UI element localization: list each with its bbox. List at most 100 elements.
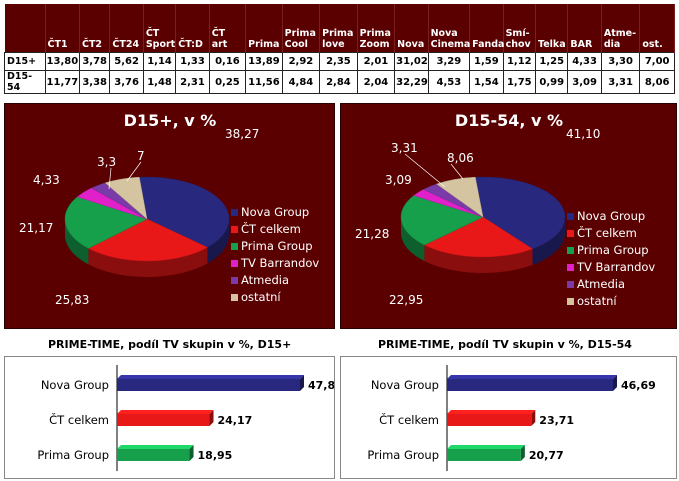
legend-label: Nova Group [577, 209, 645, 223]
table-cell: 1,12 [502, 52, 537, 71]
legend-label: ostatní [241, 290, 281, 304]
table-cell: 4,53 [427, 70, 471, 94]
table-header-line: chov [505, 39, 531, 51]
legend-label: ČT celkem [577, 225, 637, 240]
bar-category-label: Nova Group [41, 378, 109, 392]
bar-value-label: 46,69 [621, 379, 656, 392]
pie-slice [436, 176, 484, 218]
table-header-line: Nova [430, 28, 458, 40]
table-cell: 3,30 [600, 52, 641, 71]
pie-slice [87, 218, 208, 262]
table-cell: 11,77 [44, 70, 80, 94]
table-header-cell: Nova [394, 4, 429, 53]
bar [447, 379, 613, 391]
table-header-line: Smí- [505, 28, 530, 40]
table-header-line: Cool [284, 39, 308, 51]
bar-top-face [117, 375, 304, 379]
table-header-cell: Fanda [469, 4, 505, 53]
table-header-cell: Prima love [319, 4, 358, 53]
table-header-line: ČT24 [112, 39, 140, 51]
table-header-cell: ost. [639, 4, 675, 53]
bar-chart-title-d15-54: PRIME-TIME, podíl TV skupin v %, D15-54 [378, 338, 632, 351]
table-cell: 1,75 [502, 70, 537, 94]
pie-chart-d15plus: D15+, v % 38,27 25,83 21,17 4,33 3,3 7 Nova Gro… [19, 111, 319, 307]
table-cell: 2,84 [319, 70, 358, 94]
pie-slice [423, 216, 534, 258]
legend-swatch [567, 230, 574, 237]
table-cell: 5,62 [109, 52, 144, 71]
bar-category-label: ČT celkem [49, 412, 109, 427]
legend-label: TV Barrandov [576, 260, 655, 274]
legend-label: TV Barrandov [240, 256, 319, 270]
bar-top-face [117, 410, 214, 414]
legend-swatch [231, 243, 238, 250]
legend-label: Atmedia [577, 277, 625, 291]
pie-slice-side [207, 219, 229, 264]
bar [117, 414, 210, 426]
table-row-label: D15+ [4, 52, 46, 71]
bar-top-face [447, 410, 536, 414]
bar-top-face [447, 445, 525, 449]
table-row: D15+ 13,80 3,78 5,62 1,14 1,33 0,16 13,89 2,92 2,… [4, 52, 675, 71]
table-header-line: Nova [397, 39, 425, 51]
bar-value-label: 20,77 [529, 449, 564, 462]
table-cell: 3,78 [78, 52, 111, 71]
table-header-line: Prima [322, 28, 354, 40]
bar [117, 379, 300, 391]
bar-category-label: Nova Group [371, 378, 439, 392]
bar-value-label: 18,95 [198, 449, 233, 462]
table-cell: 2,92 [281, 52, 321, 71]
table-header-cell: BAR [567, 4, 602, 53]
legend-swatch [567, 213, 574, 220]
table-cell: 13,80 [44, 52, 80, 71]
table-header-line: ČT:D [178, 39, 203, 51]
pie-value-label: 4,33 [33, 173, 60, 187]
table-cell: 4,84 [281, 70, 321, 94]
pie-value-label: 41,10 [566, 127, 600, 141]
legend-swatch [231, 226, 238, 233]
table-header-line: BAR [570, 39, 593, 51]
pie-title: D15+, v % [124, 111, 217, 130]
table-header-line: Atme- [603, 28, 637, 40]
table-header-cell: ČT art [209, 4, 247, 53]
pie-leader-line [108, 167, 112, 190]
pie-slice [474, 176, 566, 250]
table-header-cell: ČT24 [109, 4, 144, 53]
table-cell: 13,89 [245, 52, 283, 71]
table-header-line: Cinema [430, 39, 471, 51]
legend-swatch [231, 277, 238, 284]
table-row-label: D15-54 [4, 70, 46, 94]
legend-swatch [231, 294, 238, 301]
table-header-cell: Telka [535, 4, 569, 53]
table-header-cell: ČT2 [79, 4, 111, 53]
table-header-cell: ČT1 [45, 4, 80, 53]
table-cell: 32,29 [394, 70, 429, 94]
table-header-line: Fanda [472, 39, 505, 51]
table-header-line: Prima [248, 39, 280, 51]
pie-slice-side [424, 244, 533, 273]
table-header-line: ost. [642, 39, 663, 51]
table-cell: 3,38 [78, 70, 111, 94]
pie-slice-side [65, 219, 89, 265]
bar [447, 414, 532, 426]
bar-category-label: Prima Group [367, 448, 439, 462]
bar-chart-d15-54: Nova Group 46,69 ČT celkem 23,71 Prima Group… [367, 365, 656, 471]
table-header-line: ČT1 [47, 39, 68, 51]
pie-title: D15-54, v % [455, 111, 563, 130]
table-header-cell: Prima [245, 4, 283, 53]
bar-side-face [300, 375, 304, 391]
table-header-line: Telka [538, 39, 566, 51]
pie-leader-line [126, 161, 142, 182]
table-header-line: Zoom [359, 39, 390, 51]
table-header-line: Sport [145, 39, 176, 51]
pie-value-label: 21,17 [19, 221, 53, 235]
bar-side-face [613, 375, 617, 391]
bar-side-face [520, 445, 525, 461]
pie-value-label: 8,06 [447, 151, 474, 165]
pie-panel-d15-54: D15-54, v % 41,10 22,95 21,28 3,09 3,31 8,06 No… [340, 103, 677, 329]
pie-slice-side [401, 217, 425, 261]
table-cell: 2,01 [356, 52, 396, 71]
pie-value-label: 7 [137, 149, 145, 163]
legend-label: Prima Group [577, 243, 649, 257]
pie-slice [104, 176, 148, 220]
